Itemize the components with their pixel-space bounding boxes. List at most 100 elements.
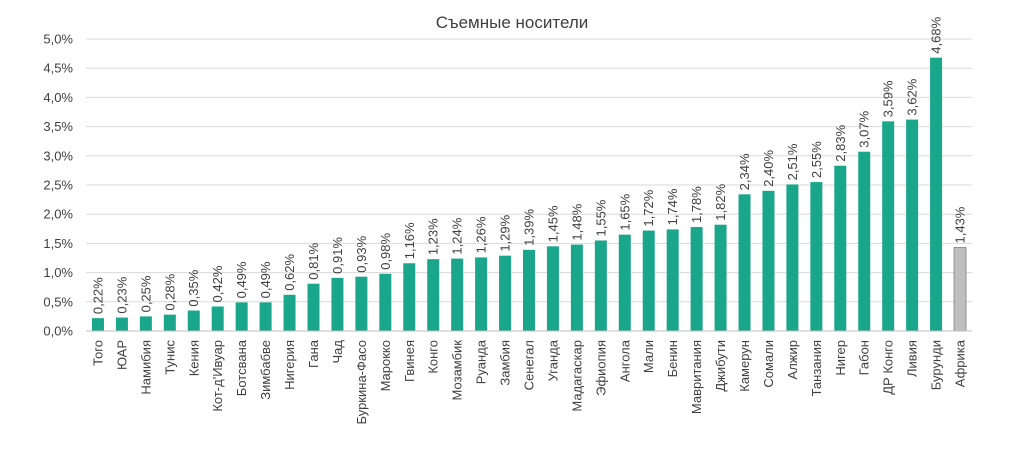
bar: [666, 229, 679, 331]
x-tick-label: ЮАР: [114, 340, 129, 370]
bar: [738, 194, 751, 331]
data-label: 1,39%: [522, 209, 537, 246]
y-tick-label: 1,5%: [43, 236, 73, 251]
y-tick-label: 0,5%: [43, 294, 73, 309]
x-tick-label: Африка: [953, 339, 968, 387]
y-axis-ticks: 0,0% 0,5% 1,0% 1,5% 2,0% 2,5% 3,0% 3,5% 4,0% 4,5%…: [43, 32, 73, 339]
bar: [786, 184, 799, 331]
y-tick-label: 0,0%: [43, 324, 73, 339]
x-tick-label: Сомали: [761, 340, 776, 388]
data-label: 0,49%: [234, 261, 249, 298]
bar: [618, 234, 631, 331]
data-label: 0,93%: [354, 235, 369, 272]
data-label: 1,55%: [593, 199, 608, 236]
data-label: 1,43%: [953, 206, 968, 243]
data-label: 2,51%: [785, 143, 800, 180]
bar: [714, 224, 727, 331]
data-label: 1,74%: [665, 188, 680, 225]
x-tick-label: Ангола: [617, 339, 632, 382]
bar: [115, 317, 128, 331]
data-label: 0,23%: [114, 276, 129, 313]
x-tick-label: Буркина-Фасо: [354, 340, 369, 425]
y-tick-label: 5,0%: [43, 32, 73, 47]
bar: [403, 263, 416, 331]
data-label: 1,65%: [617, 193, 632, 230]
bar: [331, 277, 344, 331]
data-label: 1,26%: [474, 216, 489, 253]
data-label: 3,07%: [857, 110, 872, 147]
bar: [906, 119, 919, 331]
bar: [163, 314, 176, 331]
x-tick-label: Танзания: [809, 340, 824, 396]
x-tick-label: Мозамбик: [450, 340, 465, 401]
bar: [307, 283, 320, 331]
x-tick-label: Уганда: [545, 339, 560, 381]
data-label: 1,78%: [689, 186, 704, 223]
data-label: 3,59%: [881, 80, 896, 117]
bar: [211, 306, 224, 331]
data-label: 1,72%: [641, 189, 656, 226]
x-axis-ticks: Того ЮАР Намибия Тунис Кения Кот-д'Ивуар Ботсв…: [90, 339, 967, 424]
data-label: 0,91%: [330, 237, 345, 274]
data-label: 0,62%: [282, 253, 297, 290]
bar: [930, 57, 943, 332]
data-label: 0,81%: [306, 242, 321, 279]
x-tick-label: Нигер: [833, 340, 848, 376]
x-tick-label: Гана: [306, 339, 321, 368]
data-label: 0,42%: [210, 265, 225, 302]
x-tick-label: Ботсвана: [234, 339, 249, 396]
bar: [235, 302, 248, 331]
x-tick-label: ДР Конго: [881, 340, 896, 395]
y-tick-label: 2,0%: [43, 207, 73, 222]
x-tick-label: Гвинея: [402, 340, 417, 382]
bar: [283, 294, 296, 331]
bar: [499, 255, 512, 331]
x-tick-label: Камерун: [737, 340, 752, 392]
x-tick-label: Руанда: [474, 339, 489, 384]
bar: [427, 259, 440, 331]
data-labels: 0,22% 0,23% 0,25% 0,28% 0,35% 0,42% 0,49% 0,49%…: [90, 16, 967, 314]
x-tick-label: Конго: [426, 340, 441, 374]
data-label: 2,40%: [761, 150, 776, 187]
x-tick-label: Кения: [186, 340, 201, 376]
x-tick-label: Габон: [857, 340, 872, 375]
bar: [475, 257, 488, 331]
bar: [91, 318, 104, 331]
bar: [570, 244, 583, 331]
bar: [187, 310, 200, 331]
x-tick-label: Марокко: [378, 340, 393, 391]
data-label: 1,82%: [713, 183, 728, 220]
data-label: 2,55%: [809, 141, 824, 178]
bar: [762, 190, 775, 331]
data-label: 3,62%: [905, 78, 920, 115]
x-tick-label: Мали: [641, 340, 656, 373]
bar: [858, 151, 871, 331]
bar: [810, 182, 823, 331]
x-tick-label: Тунис: [162, 340, 177, 375]
y-tick-label: 1,0%: [43, 265, 73, 280]
bar: [546, 246, 559, 331]
bar: [594, 240, 607, 331]
data-label: 0,22%: [90, 277, 105, 314]
x-tick-label: Намибия: [138, 340, 153, 395]
bar: [379, 273, 392, 331]
data-label: 1,29%: [498, 214, 513, 251]
y-tick-label: 3,5%: [43, 119, 73, 134]
data-label: 0,35%: [186, 269, 201, 306]
data-label: 2,83%: [833, 124, 848, 161]
bar: [642, 230, 655, 331]
x-tick-label: Бурунди: [929, 340, 944, 390]
bar: [259, 302, 272, 331]
bar: [523, 249, 535, 331]
data-label: 1,48%: [569, 203, 584, 240]
data-label: 4,68%: [929, 16, 944, 53]
bars: [91, 57, 967, 332]
data-label: 1,45%: [545, 205, 560, 242]
x-tick-label: Чад: [330, 340, 345, 364]
y-tick-label: 4,0%: [43, 90, 73, 105]
data-label: 2,34%: [737, 153, 752, 190]
x-tick-label: Замбия: [498, 340, 513, 386]
x-tick-label: Мадагаскар: [569, 340, 584, 412]
